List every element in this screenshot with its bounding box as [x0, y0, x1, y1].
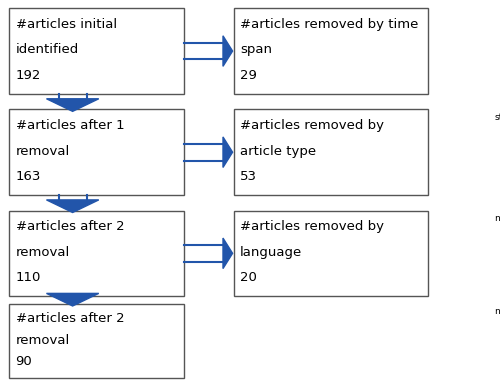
Text: #articles removed by time: #articles removed by time	[240, 18, 418, 31]
Text: removal: removal	[16, 334, 70, 347]
Text: nd: nd	[494, 308, 500, 316]
Text: 20: 20	[240, 271, 257, 284]
Polygon shape	[223, 238, 232, 268]
Text: 110: 110	[16, 271, 41, 284]
Text: 29: 29	[240, 69, 257, 82]
Bar	[10, 8, 184, 94]
Bar	[10, 110, 184, 195]
Text: #articles after 2: #articles after 2	[16, 220, 124, 233]
Polygon shape	[46, 293, 99, 306]
Text: 53: 53	[240, 170, 257, 183]
Polygon shape	[46, 200, 99, 213]
Text: 90: 90	[16, 355, 32, 368]
Polygon shape	[46, 99, 99, 111]
Text: #articles initial: #articles initial	[16, 18, 116, 31]
Bar	[234, 8, 428, 94]
Polygon shape	[223, 137, 232, 167]
Text: 163: 163	[16, 170, 41, 183]
Text: #articles after 2: #articles after 2	[16, 312, 124, 325]
Text: removal: removal	[16, 246, 70, 259]
Bar	[10, 304, 184, 378]
Text: removal: removal	[16, 145, 70, 158]
Bar	[10, 211, 184, 296]
Text: nd: nd	[494, 214, 500, 224]
Text: #articles after 1: #articles after 1	[16, 119, 124, 132]
Bar	[234, 110, 428, 195]
Text: span: span	[240, 44, 272, 56]
Polygon shape	[223, 36, 232, 66]
Text: identified: identified	[16, 44, 79, 56]
Bar	[234, 211, 428, 296]
Text: 192: 192	[16, 69, 41, 82]
Text: #articles removed by: #articles removed by	[240, 119, 384, 132]
Text: article type: article type	[240, 145, 316, 158]
Text: st: st	[494, 113, 500, 122]
Text: language: language	[240, 246, 302, 259]
Text: #articles removed by: #articles removed by	[240, 220, 384, 233]
